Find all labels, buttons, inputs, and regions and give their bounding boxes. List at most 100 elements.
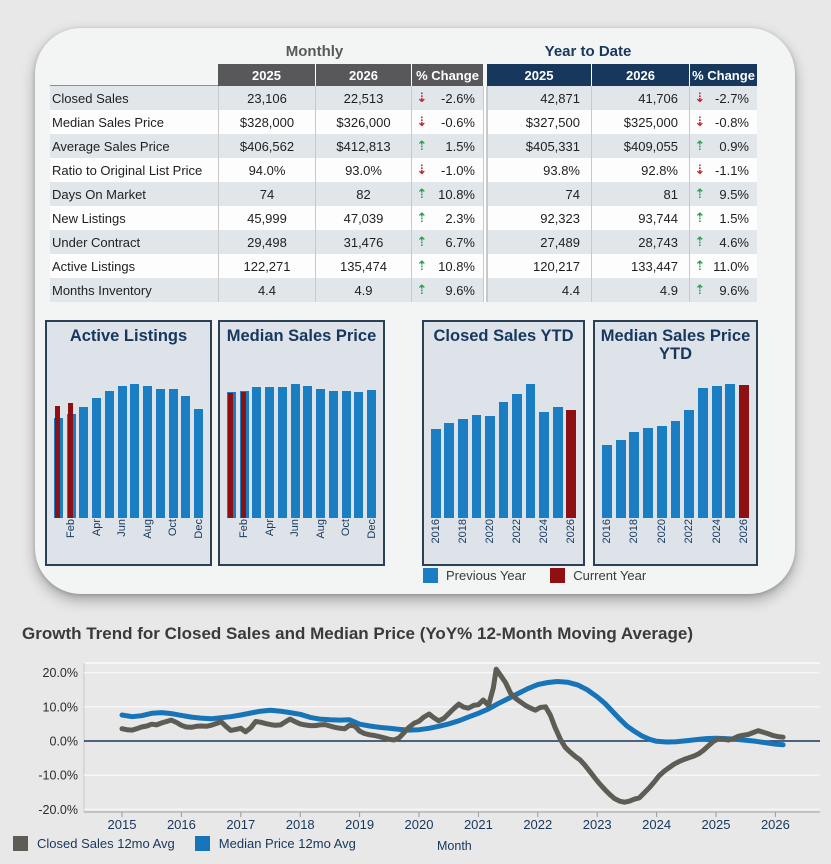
bar-slot	[456, 374, 470, 518]
axis-label-Aug: Aug	[141, 519, 154, 539]
median-sales-price-chart: Median Sales Price Feb Apr Jun Aug Oct Dec	[218, 320, 385, 566]
current-year-bar-Jan	[228, 392, 234, 518]
y-tick-label: 0.0%	[50, 735, 79, 749]
bar-slot	[483, 374, 497, 518]
group-gap	[483, 182, 487, 206]
axis-label-2016: 2016	[600, 519, 613, 544]
bar-2022	[684, 409, 695, 518]
monthly-change-value: -0.6%	[441, 114, 475, 130]
market-summary-card: Monthly Year to Date 2025 2026% Change 202…	[35, 28, 795, 594]
bar-Dec	[367, 390, 377, 518]
ytd-change-value: 11.0%	[713, 258, 749, 274]
bar-May	[104, 390, 114, 518]
group-gap	[483, 254, 487, 278]
group-gap	[483, 158, 487, 182]
ytd-change-value: -0.8%	[715, 114, 749, 130]
x-tick-label-2025: 2025	[702, 817, 731, 832]
ytd-group-title: Year to Date	[544, 42, 632, 60]
axis-label-Feb: Feb	[238, 519, 251, 538]
bar-slot	[710, 374, 724, 518]
axis-label-slot: 2024	[537, 518, 551, 564]
ytd-2025-value: 92,323	[487, 206, 591, 230]
axis-label-2018: 2018	[628, 519, 641, 544]
bar-Jun	[290, 384, 300, 518]
axis-label-slot: Jun	[116, 518, 129, 564]
row-label: Months Inventory	[50, 278, 218, 302]
ytd-change-value: 1.5%	[719, 210, 749, 226]
arrow-down-icon: ⇣	[694, 114, 706, 130]
bar-slot	[314, 374, 327, 518]
bar-slot	[551, 374, 565, 518]
ytd-header-Change: % Change	[689, 64, 757, 86]
x-tick-label-2024: 2024	[642, 817, 671, 832]
axis-label-slot: Apr	[263, 518, 276, 564]
monthly-change-cell: ⇡ 10.8%	[411, 182, 483, 206]
growth-trend-title: Growth Trend for Closed Sales and Median…	[22, 624, 693, 643]
bar-slot	[497, 374, 511, 518]
x-axis-title: Month	[437, 839, 472, 853]
axis-label-slot: 2024	[710, 518, 724, 564]
bar-slot	[302, 374, 315, 518]
growth-chart-legend: Closed Sales 12mo Avg Median Price 12mo …	[13, 836, 356, 851]
bar-2020	[485, 416, 495, 518]
ytd-2026-value: 93,744	[591, 206, 689, 230]
monthly-change-cell: ⇡ 10.8%	[411, 254, 483, 278]
growth-trend-section: Growth Trend for Closed Sales and Median…	[0, 610, 831, 864]
axis-label-slot: 2016	[429, 518, 443, 564]
bar-slot	[696, 374, 710, 518]
chart-axis-labels: 2016 2018 2020 2022 2024 2026	[424, 518, 583, 564]
axis-label-Feb: Feb	[65, 519, 78, 538]
ytd-2025-value: 74	[487, 182, 591, 206]
bar-2024	[711, 386, 722, 518]
axis-label-slot	[641, 518, 655, 564]
row-label: Ratio to Original List Price	[50, 158, 218, 182]
bar-slot	[524, 374, 538, 518]
arrow-up-icon: ⇡	[416, 234, 428, 250]
arrow-down-icon: ⇣	[694, 90, 706, 106]
axis-label-slot	[614, 518, 628, 564]
axis-label-slot	[669, 518, 683, 564]
monthly-change-cell: ⇣ -1.0%	[411, 158, 483, 182]
chart-axis-labels: Feb Apr Jun Aug Oct Dec	[220, 518, 383, 564]
x-tick-label-2017: 2017	[226, 817, 255, 832]
bar-Jun	[117, 385, 127, 518]
bar-slot	[103, 374, 116, 518]
arrow-up-icon: ⇡	[416, 210, 428, 226]
bar-Mar	[252, 386, 262, 518]
series-line-median-price	[119, 679, 786, 748]
chart-title: Closed Sales YTD	[433, 327, 574, 345]
axis-label-slot: Dec	[192, 518, 205, 564]
spacer	[411, 38, 483, 64]
ytd-2026-value: $325,000	[591, 110, 689, 134]
x-tick-label-2016: 2016	[167, 817, 196, 832]
monthly-header-2026: 2026	[315, 64, 411, 86]
bar-slot	[327, 374, 340, 518]
x-tick-label-2018: 2018	[286, 817, 315, 832]
y-tick-label: -20.0%	[38, 803, 78, 817]
bar-slot	[225, 374, 238, 518]
axis-label-2024: 2024	[538, 519, 551, 544]
bar-2019	[643, 428, 653, 518]
bar-2016	[601, 444, 612, 518]
monthly-change-value: -2.6%	[441, 90, 475, 106]
bar-chart-legend: Previous Year Current Year	[423, 568, 646, 583]
ytd-header-2025: 2025	[487, 64, 591, 86]
bar-slot	[251, 374, 264, 518]
arrow-up-icon: ⇡	[694, 138, 706, 154]
ytd-change-cell: ⇡ 4.6%	[689, 230, 757, 254]
axis-label-Oct: Oct	[167, 519, 180, 537]
monthly-2025-value: $406,562	[218, 134, 315, 158]
monthly-2026-value: $326,000	[315, 110, 411, 134]
axis-label-Dec: Dec	[365, 519, 378, 539]
monthly-2026-value: 22,513	[315, 86, 411, 110]
axis-label-slot: 2022	[682, 518, 696, 564]
bar-slot	[353, 374, 366, 518]
bar-slot	[669, 374, 683, 518]
monthly-change-cell: ⇡ 6.7%	[411, 230, 483, 254]
axis-label-2020: 2020	[483, 519, 496, 544]
arrow-up-icon: ⇡	[416, 258, 428, 274]
ytd-2025-value: 42,871	[487, 86, 591, 110]
ytd-2026-value: 92.8%	[591, 158, 689, 182]
axis-label-slot: 2016	[600, 518, 614, 564]
axis-label-2022: 2022	[511, 519, 524, 544]
